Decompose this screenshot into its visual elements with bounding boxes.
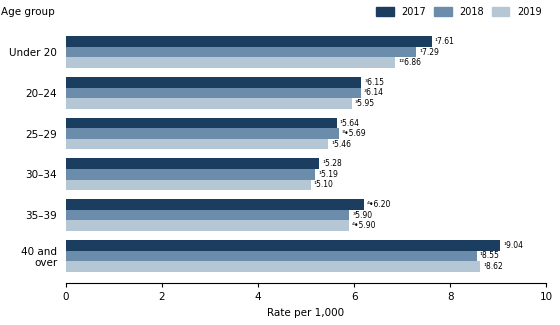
- Bar: [66, 240, 500, 251]
- Bar: [66, 58, 395, 68]
- Text: ⁴•5.90: ⁴•5.90: [352, 221, 377, 230]
- Text: Age group: Age group: [1, 7, 54, 17]
- Bar: [66, 77, 361, 87]
- Bar: [66, 87, 361, 98]
- Text: ¹5.28: ¹5.28: [323, 159, 342, 168]
- Text: ¹²6.86: ¹²6.86: [398, 58, 421, 67]
- Text: ¹7.61: ¹7.61: [435, 37, 454, 46]
- Text: ³6.15: ³6.15: [364, 78, 384, 87]
- Text: ⁴•6.20: ⁴•6.20: [367, 200, 391, 209]
- Bar: [66, 36, 432, 47]
- Bar: [66, 220, 349, 231]
- Bar: [66, 118, 337, 128]
- Bar: [66, 159, 320, 169]
- Text: ¹5.19: ¹5.19: [318, 170, 338, 179]
- Text: ¹7.29: ¹7.29: [419, 48, 439, 57]
- Text: ³6.14: ³6.14: [364, 88, 384, 98]
- Bar: [66, 47, 416, 58]
- Text: ¹8.62: ¹8.62: [483, 262, 503, 271]
- Text: ¹5.10: ¹5.10: [314, 180, 334, 189]
- Bar: [66, 251, 477, 261]
- Bar: [66, 169, 315, 180]
- Bar: [66, 128, 339, 139]
- Bar: [66, 261, 480, 272]
- Text: ³5.95: ³5.95: [354, 99, 375, 108]
- Text: ¹8.55: ¹8.55: [479, 251, 500, 260]
- Bar: [66, 180, 311, 190]
- Text: ¹9.04: ¹9.04: [503, 241, 523, 250]
- Text: ¹5.46: ¹5.46: [331, 140, 351, 149]
- X-axis label: Rate per 1,000: Rate per 1,000: [268, 308, 344, 318]
- Text: ³•5.69: ³•5.69: [342, 129, 367, 138]
- Bar: [66, 98, 352, 109]
- Bar: [66, 139, 328, 150]
- Legend: 2017, 2018, 2019: 2017, 2018, 2019: [376, 7, 542, 17]
- Bar: [66, 199, 364, 210]
- Text: ³5.90: ³5.90: [352, 211, 372, 220]
- Bar: [66, 210, 349, 220]
- Text: ¹5.64: ¹5.64: [340, 119, 360, 127]
